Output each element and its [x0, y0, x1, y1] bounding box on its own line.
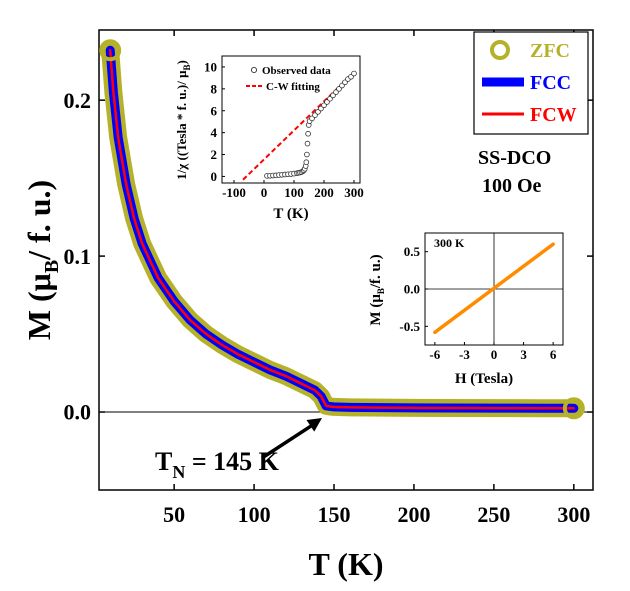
y-tick-label: 6	[211, 103, 218, 118]
main-plot-frame	[98, 29, 594, 491]
x-tick-label: 50	[163, 502, 185, 527]
x-tick-label: 250	[477, 502, 510, 527]
inset-mh-y-label-main: M (μ	[368, 294, 384, 326]
inset-chi-frame	[221, 55, 361, 184]
inset-chi-x-ticks: -100 0 100 200 300	[222, 180, 364, 200]
y-tick-label: 0.5	[404, 244, 421, 259]
main-legend: ZFC FCC FCW	[473, 31, 589, 135]
inset-magnetization-field: -6 -3 0 3 6 -0.5 0.0 0.5 300 K H (Tesla) M (μB…	[368, 232, 564, 387]
y-tick-label: 0.0	[64, 400, 92, 425]
x-tick-label: 3	[520, 347, 527, 362]
observed-data-point	[305, 130, 311, 137]
y-tick-label: 8	[211, 81, 218, 96]
x-tick-label: 0	[491, 347, 498, 362]
x-tick-label: -6	[429, 347, 440, 362]
inset-chi-y-label-main: 1/χ ((Tesla * f. u.)/ μ	[174, 70, 189, 180]
x-tick-label: 300	[344, 185, 364, 200]
inset-mh-series	[425, 233, 563, 345]
x-tick-label: 6	[550, 347, 557, 362]
legend-label-observed-data: Observed data	[262, 65, 331, 77]
y-tick-label: -0.5	[399, 319, 420, 334]
main-y-ticks: 0.0 0.1 0.2	[64, 88, 593, 425]
inset-chi-y-label: 1/χ ((Tesla * f. u.)/ μB)	[174, 60, 192, 180]
x-tick-label: -3	[459, 347, 470, 362]
main-y-label-main: M (μ	[21, 273, 57, 340]
legend-marker-observed-data	[250, 66, 258, 74]
inset-mh-y-label-tail: /f. u.)	[368, 254, 384, 289]
inset-chi-series	[242, 70, 357, 181]
tn-annotation: TN = 145 K	[155, 447, 280, 482]
x-tick-label: 300	[557, 502, 590, 527]
inset-inverse-susceptibility: -100 0 100 200 300 0 2 4 6 8 10 T (K) 1/χ ((Tesla…	[174, 55, 364, 222]
y-tick-label: 2	[211, 147, 218, 162]
main-y-axis-label: M (μB/ f. u.)	[21, 180, 63, 340]
tn-annotation-sub: N	[172, 462, 185, 482]
main-legend-entries: ZFC FCC FCW	[482, 40, 577, 126]
legend-label-zfc: ZFC	[530, 40, 570, 62]
main-plot: 50 100 150 200 250 300 0.00.10.2 M (μB/ f. u.…	[21, 29, 594, 582]
main-x-axis-label: T (K)	[309, 546, 384, 582]
y-tick-label: 0.0	[404, 282, 420, 297]
legend-label-cw-fitting: C-W fitting	[266, 81, 320, 93]
inset-chi-y-label-tail: )	[174, 60, 189, 64]
inset-mh-y-ticks: -0.5 0.0 0.5	[399, 244, 428, 334]
x-tick-label: 0	[261, 185, 268, 200]
observed-data-point	[304, 151, 310, 158]
legend-label-fcc: FCC	[530, 72, 571, 94]
legend-label-fcw: FCW	[530, 104, 577, 126]
x-tick-label: 100	[284, 185, 304, 200]
y-tick-label: 0.1	[64, 244, 92, 269]
inset-mh-y-label: M (μB/f. u.)	[368, 254, 386, 325]
y-tick-label: 0.2	[64, 88, 92, 113]
series-fcw-line	[108, 49, 576, 410]
observed-data-point	[304, 140, 311, 147]
x-tick-label: 150	[318, 502, 351, 527]
series-zfc-marker	[562, 397, 585, 420]
y-tick-label: 10	[204, 59, 217, 74]
inset-mh-temperature-label: 300 K	[434, 236, 465, 250]
main-y-label-tail: / f. u.)	[21, 180, 57, 261]
main-y-label-sub: B	[41, 260, 63, 273]
field-label: 100 Oe	[482, 175, 542, 197]
inset-chi-y-ticks: 0 2 4 6 8 10	[204, 59, 225, 184]
y-tick-label: 0	[211, 169, 218, 184]
x-tick-label: 200	[397, 502, 430, 527]
inset-chi-legend: Observed data C-W fitting	[246, 65, 331, 93]
x-tick-label: 100	[238, 502, 271, 527]
inset-mh-x-ticks: -6 -3 0 3 6	[429, 342, 557, 362]
x-tick-label: -100	[222, 185, 246, 200]
series-mh-line	[433, 242, 555, 335]
main-series	[99, 39, 585, 420]
x-tick-label: 200	[314, 185, 334, 200]
tn-annotation-arrow	[261, 422, 315, 460]
sample-label: SS-DCO	[478, 147, 551, 169]
y-tick-label: 4	[211, 125, 218, 140]
series-zfc-marker	[99, 39, 122, 62]
tn-annotation-arrowhead	[306, 418, 323, 432]
legend-marker-zfc	[490, 40, 510, 60]
observed-data-point	[303, 159, 310, 165]
inset-chi-y-label-sub: B	[182, 65, 192, 71]
tn-annotation-tail: = 145 K	[185, 447, 279, 476]
tn-annotation-main: T	[155, 447, 172, 476]
inset-mh-x-label: H (Tesla)	[455, 371, 513, 387]
observed-data-point	[351, 70, 357, 77]
inset-mh-y-label-sub: B	[376, 288, 386, 294]
inset-chi-x-label: T (K)	[273, 206, 308, 222]
